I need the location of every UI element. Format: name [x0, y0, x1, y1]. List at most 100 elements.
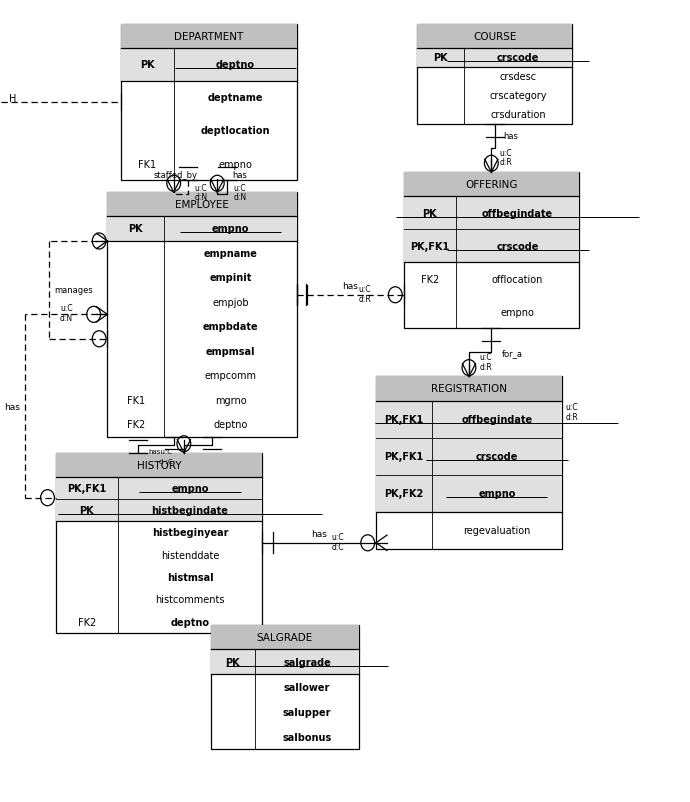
Text: hasu:C: hasu:C	[148, 448, 172, 455]
Text: empno: empno	[219, 160, 253, 169]
Text: sallower: sallower	[284, 682, 330, 691]
Text: crscode: crscode	[475, 452, 518, 461]
Text: FK2: FK2	[421, 274, 439, 285]
Text: histmsal: histmsal	[167, 573, 213, 582]
Text: PK,FK1: PK,FK1	[67, 484, 106, 493]
Text: histenddate: histenddate	[161, 550, 219, 560]
Text: PK: PK	[128, 224, 143, 234]
Bar	[56, 477, 262, 521]
Text: d:R: d:R	[565, 412, 578, 422]
Text: empno: empno	[212, 224, 249, 234]
Text: deptno: deptno	[213, 419, 248, 430]
Text: u:C: u:C	[500, 148, 512, 157]
Bar	[404, 172, 579, 329]
Text: offlocation: offlocation	[492, 274, 543, 285]
Text: d:C: d:C	[331, 543, 344, 552]
Text: PK: PK	[79, 505, 94, 516]
Bar	[56, 453, 262, 477]
Text: empmsal: empmsal	[206, 346, 255, 356]
Text: has: has	[232, 170, 247, 180]
Text: d:N: d:N	[195, 192, 208, 202]
Text: has: has	[4, 402, 20, 411]
Text: empinit: empinit	[209, 273, 252, 283]
Text: salgrade: salgrade	[283, 657, 331, 666]
Text: empno: empno	[501, 307, 535, 318]
Text: PK: PK	[422, 209, 437, 218]
Bar	[108, 217, 297, 241]
Text: d:R: d:R	[480, 362, 492, 371]
Bar	[404, 196, 579, 263]
Text: empno: empno	[478, 488, 515, 499]
Bar	[108, 192, 297, 437]
Text: FK2: FK2	[78, 617, 96, 627]
Text: PK: PK	[140, 60, 155, 71]
Bar	[210, 626, 359, 749]
Text: u:C: u:C	[233, 184, 246, 193]
Bar	[417, 49, 572, 67]
Text: for_a: for_a	[502, 348, 522, 358]
Text: DEPARTMENT: DEPARTMENT	[175, 32, 244, 42]
Bar	[404, 172, 579, 196]
Text: crsdesc: crsdesc	[500, 72, 537, 83]
Bar	[376, 377, 562, 401]
Text: deptno: deptno	[216, 60, 255, 71]
Bar	[121, 49, 297, 82]
Text: deptname: deptname	[208, 93, 263, 103]
Text: offbegindate: offbegindate	[482, 209, 553, 218]
Text: has: has	[503, 132, 518, 141]
Bar	[417, 25, 572, 49]
Text: d:N: d:N	[233, 192, 246, 202]
Text: staffed_by: staffed_by	[153, 170, 197, 180]
Text: PK,FK1: PK,FK1	[384, 452, 424, 461]
Text: PK: PK	[226, 657, 240, 666]
Text: salbonus: salbonus	[282, 731, 332, 742]
Text: has: has	[311, 529, 327, 538]
Bar	[376, 401, 562, 512]
Text: COURSE: COURSE	[473, 32, 516, 42]
Bar	[210, 649, 359, 674]
Bar	[121, 25, 297, 180]
Text: u:C: u:C	[195, 184, 208, 193]
Bar	[417, 25, 572, 125]
Text: EMPLOYEE: EMPLOYEE	[175, 200, 229, 210]
Bar	[376, 377, 562, 549]
Text: mgrno: mgrno	[215, 395, 246, 405]
Text: has: has	[342, 282, 358, 290]
Text: salupper: salupper	[283, 707, 331, 717]
Text: u:C: u:C	[60, 304, 73, 313]
Text: OFFERING: OFFERING	[465, 180, 518, 190]
Text: PK,FK1: PK,FK1	[411, 241, 449, 251]
Text: histcomments: histcomments	[155, 595, 225, 605]
Text: crsduration: crsduration	[490, 111, 546, 120]
Text: HISTORY: HISTORY	[137, 460, 181, 470]
Bar	[121, 25, 297, 49]
Bar	[108, 192, 297, 217]
Text: FK1: FK1	[139, 160, 157, 169]
Text: u:C: u:C	[565, 403, 578, 412]
Text: u:C: u:C	[480, 352, 492, 362]
Bar	[210, 626, 359, 649]
Text: histbegindate: histbegindate	[152, 505, 228, 516]
Text: deptno: deptno	[170, 617, 210, 627]
Text: PK,FK2: PK,FK2	[384, 488, 424, 499]
Text: H: H	[9, 94, 17, 103]
Text: empjob: empjob	[213, 298, 249, 307]
Text: d :C: d :C	[159, 458, 172, 464]
Text: d:N: d:N	[60, 314, 73, 322]
Text: u:C: u:C	[331, 533, 344, 541]
Text: d:R: d:R	[359, 295, 371, 304]
Text: empcomm: empcomm	[204, 371, 257, 381]
Text: empname: empname	[204, 249, 257, 258]
Text: crscode: crscode	[497, 53, 539, 63]
Text: PK,FK1: PK,FK1	[384, 415, 424, 424]
Text: histbeginyear: histbeginyear	[152, 528, 228, 538]
Text: d:R: d:R	[500, 158, 513, 167]
Text: FK1: FK1	[127, 395, 145, 405]
Text: manages: manages	[55, 286, 93, 295]
Text: FK2: FK2	[127, 419, 145, 430]
Text: empbdate: empbdate	[203, 322, 258, 332]
Text: crscode: crscode	[497, 241, 539, 251]
Text: u:C: u:C	[359, 285, 371, 294]
Text: SALGRADE: SALGRADE	[257, 632, 313, 642]
Text: PK: PK	[433, 53, 448, 63]
